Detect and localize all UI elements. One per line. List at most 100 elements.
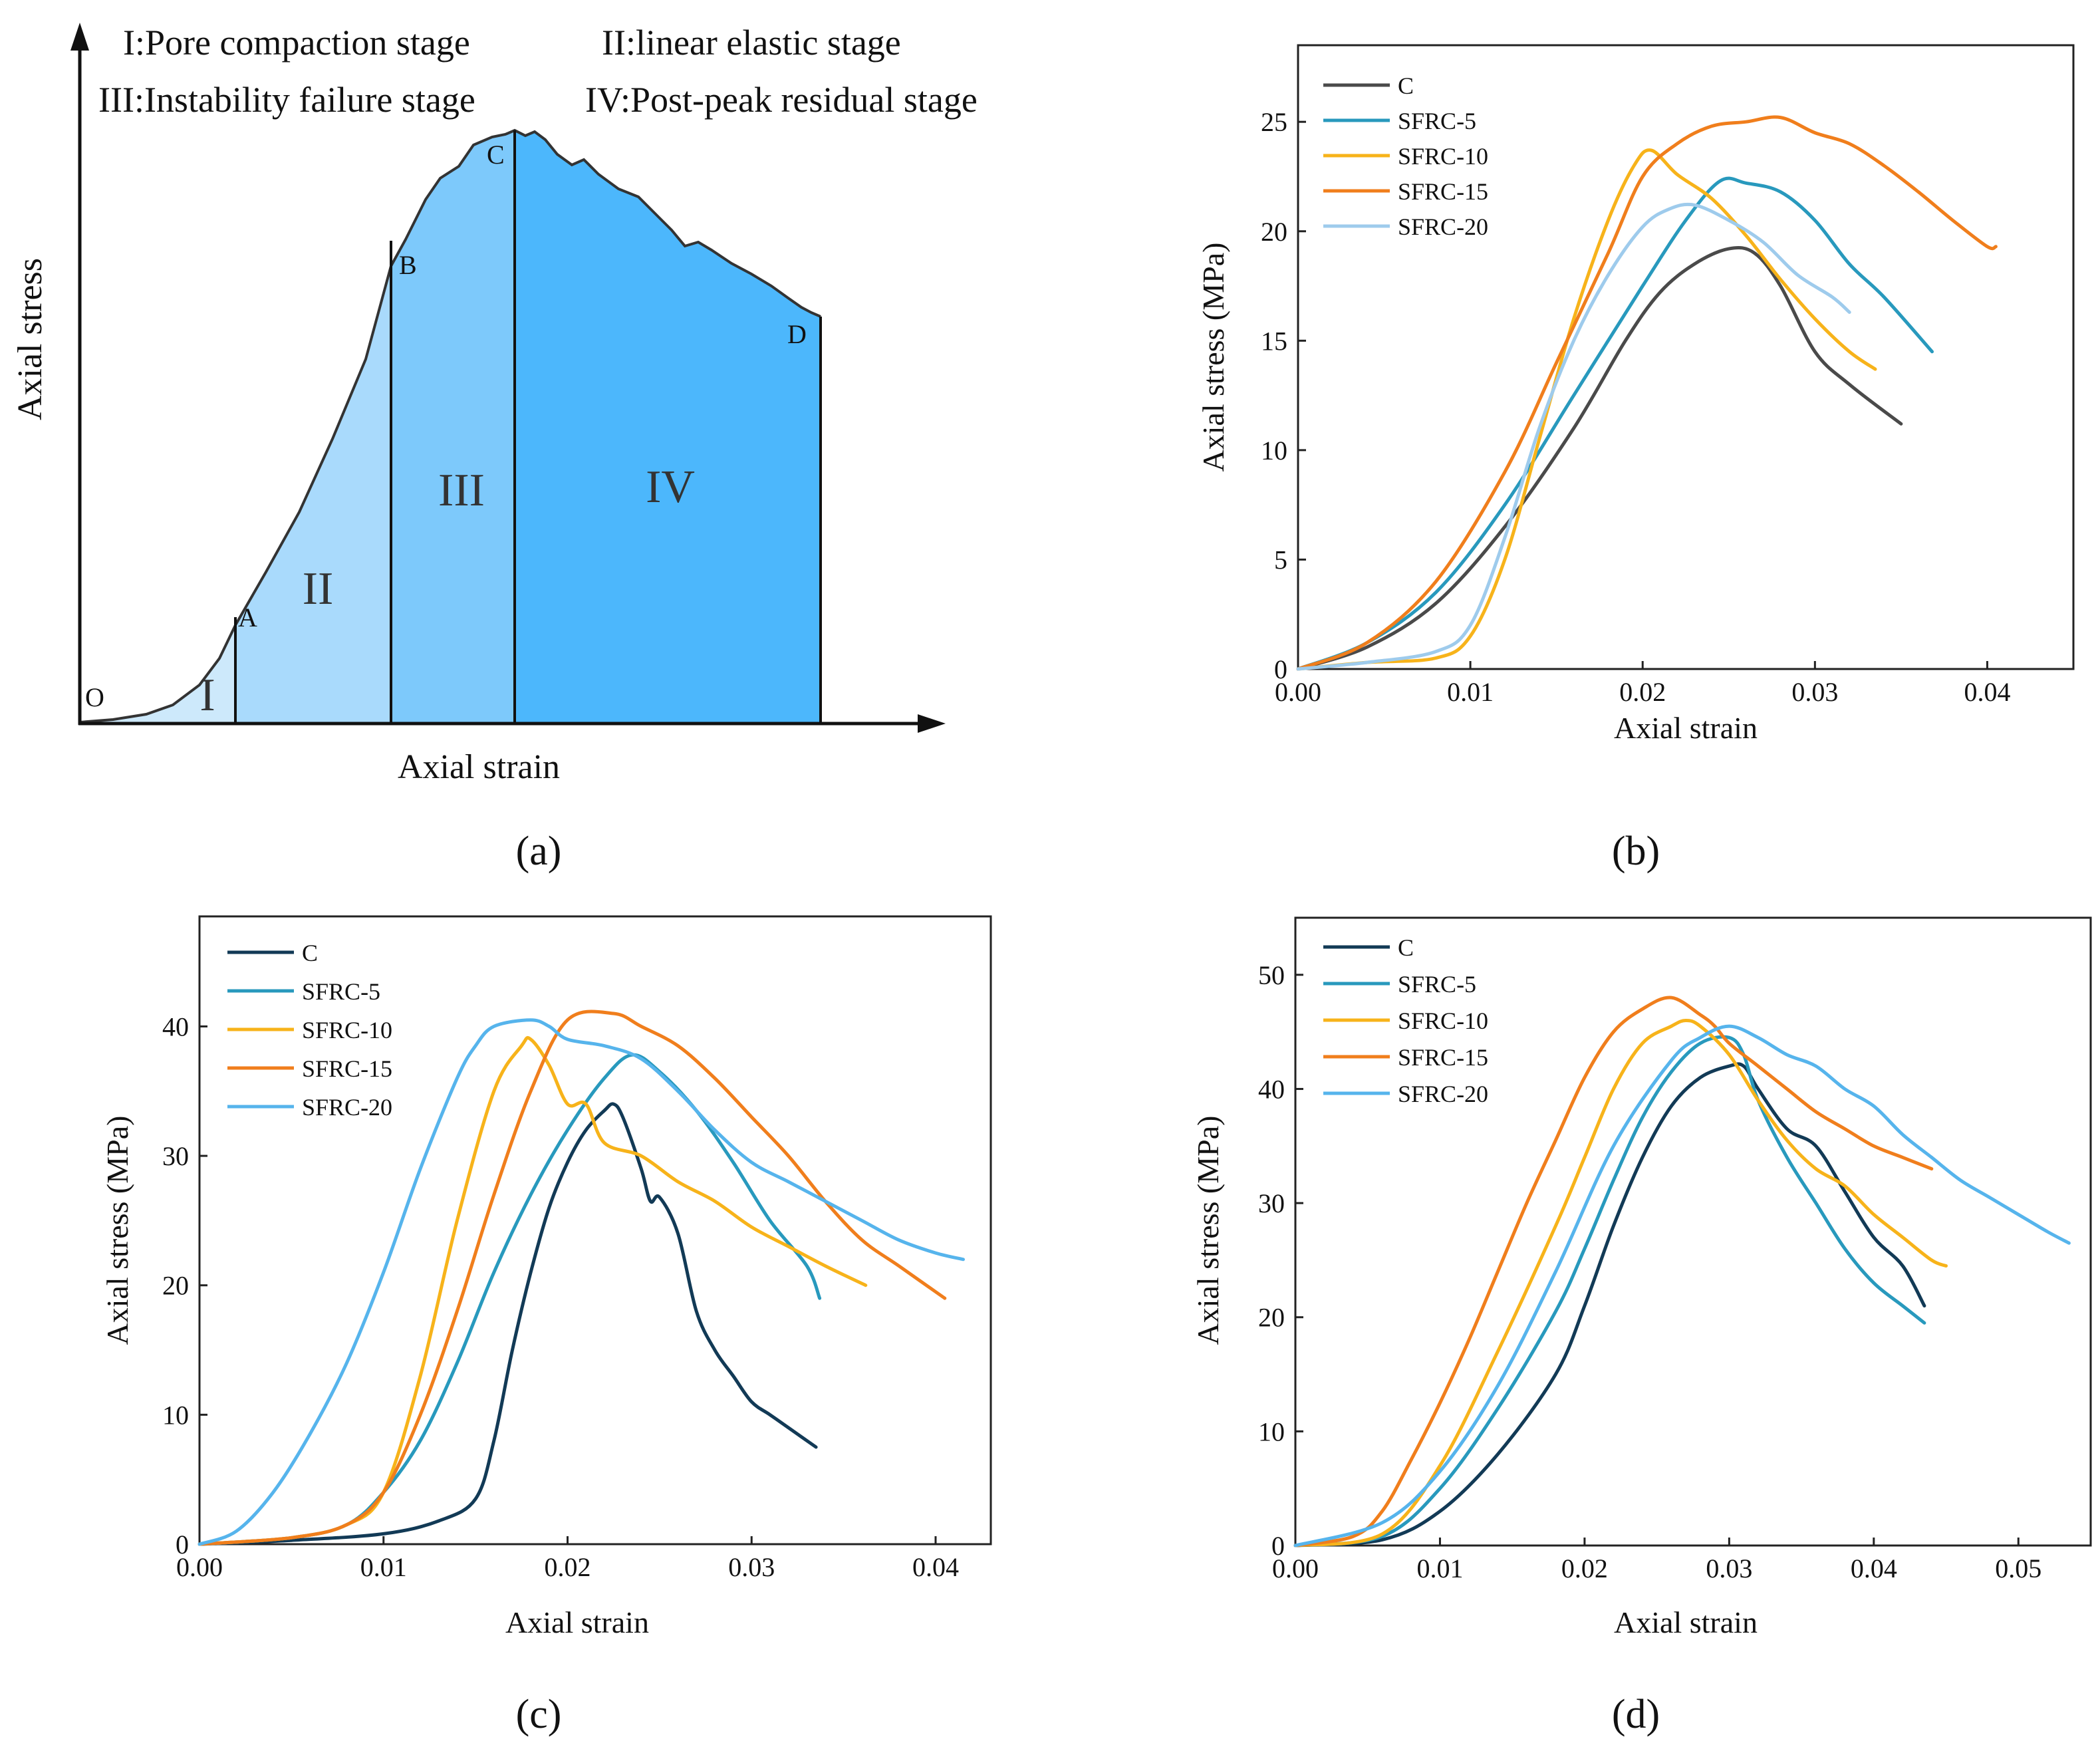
region-label-1: I bbox=[199, 670, 215, 721]
series-line-c bbox=[1293, 1062, 1926, 1548]
legend-label: SFRC-20 bbox=[302, 1094, 392, 1121]
x-tick-label: 0.01 bbox=[1416, 1553, 1463, 1583]
plot-frame-d bbox=[1294, 916, 2092, 1547]
stage-title-2: II:linear elastic stage bbox=[602, 23, 901, 63]
series-line-sfrc-15 bbox=[1293, 996, 1934, 1548]
y-tick-label: 10 bbox=[1258, 1416, 1285, 1446]
y-tick-label: 0 bbox=[1274, 654, 1287, 684]
x-tick-label: 0.02 bbox=[544, 1552, 591, 1582]
plot-frame-b bbox=[1297, 44, 2075, 670]
region-label-3: III bbox=[438, 465, 485, 516]
x-tick-label: 0.04 bbox=[1851, 1553, 1897, 1583]
legend-label: SFRC-5 bbox=[302, 978, 380, 1005]
legend-label: SFRC-15 bbox=[1398, 1044, 1488, 1071]
legend-label: SFRC-5 bbox=[1398, 971, 1476, 998]
stage-region-4 bbox=[515, 130, 821, 724]
series-line-sfrc-5 bbox=[1296, 176, 1934, 671]
point-label-a: A bbox=[238, 603, 257, 632]
series-c bbox=[197, 1010, 965, 1546]
y-tick-label: 0 bbox=[1271, 1531, 1285, 1561]
x-axis-arrow bbox=[918, 714, 946, 733]
y-tick-label: 30 bbox=[1258, 1188, 1285, 1218]
legend-label: SFRC-5 bbox=[1398, 108, 1476, 134]
panel-c: 0.00 0.01 0.02 0.03 0.04 0 10 20 30 40 C SFRC-5 SFR… bbox=[100, 915, 992, 1737]
x-axis-title-c: Axial strain bbox=[505, 1605, 649, 1639]
panel-label-b: (b) bbox=[1612, 829, 1660, 874]
panel-label-c: (c) bbox=[516, 1692, 562, 1737]
legend-label: SFRC-10 bbox=[302, 1017, 392, 1043]
series-line-sfrc-5 bbox=[197, 1053, 822, 1546]
legend-label: SFRC-20 bbox=[1398, 213, 1488, 240]
stage-regions bbox=[80, 130, 821, 724]
x-tick-label: 0.03 bbox=[1706, 1553, 1752, 1583]
series-line-sfrc-10 bbox=[1296, 148, 1877, 671]
series-line-sfrc-20 bbox=[1296, 202, 1851, 671]
y-axis-title-d: Axial stress (MPa) bbox=[1191, 1116, 1225, 1345]
y-axis-arrow bbox=[70, 23, 89, 51]
x-tick-label: 0.05 bbox=[1995, 1553, 2041, 1583]
x-tick-label: 0.03 bbox=[1791, 677, 1838, 707]
legend-label: C bbox=[302, 940, 318, 966]
series-line-sfrc-10 bbox=[197, 1035, 868, 1546]
legend-label: SFRC-10 bbox=[1398, 143, 1488, 170]
stage-region-1 bbox=[80, 625, 235, 724]
series-line-sfrc-20 bbox=[197, 1018, 965, 1546]
y-tick-label: 20 bbox=[1258, 1303, 1285, 1333]
stress-strain-curve bbox=[79, 128, 821, 724]
x-tick-label: 0.04 bbox=[912, 1552, 959, 1582]
x-tick-label: 0.02 bbox=[1561, 1553, 1608, 1583]
series-b bbox=[1296, 115, 1998, 671]
y-tick-label: 30 bbox=[162, 1141, 189, 1171]
region-label-2: II bbox=[303, 563, 334, 614]
series-line-sfrc-20 bbox=[1293, 1024, 2071, 1548]
y-tick-label: 50 bbox=[1258, 960, 1285, 990]
y-tick-label: 40 bbox=[1258, 1074, 1285, 1104]
x-tick-label: 0.00 bbox=[1275, 677, 1321, 707]
series-line-c bbox=[1296, 245, 1903, 671]
y-tick-label: 10 bbox=[162, 1400, 189, 1430]
y-tick-label: 5 bbox=[1274, 545, 1287, 575]
stage-title-3: III:Instability failure stage bbox=[98, 80, 475, 120]
y-tick-label: 20 bbox=[162, 1271, 189, 1301]
series-line-sfrc-15 bbox=[197, 1010, 947, 1546]
y-tick-label: 20 bbox=[1261, 217, 1287, 247]
y-tick-label: 0 bbox=[176, 1530, 189, 1559]
x-tick-label: 0.03 bbox=[728, 1552, 775, 1582]
x-axis-title-b: Axial strain bbox=[1614, 711, 1758, 745]
series-line-sfrc-15 bbox=[1296, 115, 1998, 671]
legend-label: C bbox=[1398, 72, 1414, 99]
stage-region-2 bbox=[235, 266, 391, 724]
x-axis-title-d: Axial strain bbox=[1614, 1605, 1758, 1639]
ticks-d: 0.00 0.01 0.02 0.03 0.04 0.05 0 10 20 30 40 50 bbox=[1258, 960, 2041, 1583]
x-tick-label: 0.04 bbox=[1964, 677, 2010, 707]
series-line-c bbox=[197, 1102, 818, 1546]
series-d bbox=[1293, 996, 2071, 1548]
panel-b: 0.00 0.01 0.02 0.03 0.04 0 5 10 15 20 25 C SFRC-5 SF… bbox=[1196, 44, 2075, 874]
legend-label: SFRC-20 bbox=[1398, 1081, 1488, 1107]
y-tick-label: 25 bbox=[1261, 107, 1287, 137]
point-label-b: B bbox=[399, 250, 417, 280]
legend-label: SFRC-10 bbox=[1398, 1008, 1488, 1034]
series-line-sfrc-5 bbox=[1293, 1035, 1926, 1548]
point-label-c: C bbox=[487, 140, 505, 170]
legend-label: C bbox=[1398, 934, 1414, 961]
stage-title-4: IV:Post-peak residual stage bbox=[585, 80, 978, 120]
stage-region-3 bbox=[391, 130, 515, 724]
panel-label-a: (a) bbox=[516, 829, 562, 874]
x-axis-title: Axial strain bbox=[398, 748, 560, 786]
x-tick-label: 0.01 bbox=[360, 1552, 407, 1582]
x-tick-label: 0.01 bbox=[1447, 677, 1494, 707]
x-tick-label: 0.02 bbox=[1619, 677, 1666, 707]
legend-d: C SFRC-5 SFRC-10 SFRC-15 SFRC-20 bbox=[1323, 934, 1488, 1107]
y-axis-title: Axial stress bbox=[11, 258, 49, 420]
panel-label-d: (d) bbox=[1612, 1692, 1660, 1737]
point-label-o: O bbox=[85, 682, 104, 712]
ticks-c: 0.00 0.01 0.02 0.03 0.04 0 10 20 30 40 bbox=[162, 1011, 959, 1582]
y-tick-label: 40 bbox=[162, 1011, 189, 1041]
legend-label: SFRC-15 bbox=[302, 1055, 392, 1082]
y-axis-title-b: Axial stress (MPa) bbox=[1196, 243, 1230, 472]
panel-a: I:Pore compaction stage II:linear elasti… bbox=[11, 23, 978, 874]
x-tick-label: 0.00 bbox=[176, 1552, 223, 1582]
stage-title-1: I:Pore compaction stage bbox=[123, 23, 470, 63]
